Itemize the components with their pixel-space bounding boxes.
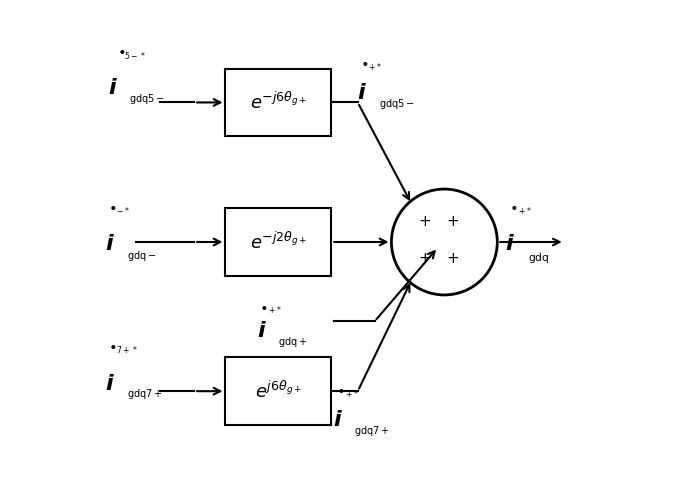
Text: $+$: $+$ xyxy=(418,214,431,229)
Text: $\boldsymbol{i}$: $\boldsymbol{i}$ xyxy=(504,234,515,255)
Text: $\boldsymbol{i}$: $\boldsymbol{i}$ xyxy=(257,321,267,341)
Text: $^{7+*}$: $^{7+*}$ xyxy=(116,346,138,356)
Text: $^{+*}$: $^{+*}$ xyxy=(345,390,359,400)
Text: $\bullet$: $\bullet$ xyxy=(108,338,116,352)
Text: $\bullet$: $\bullet$ xyxy=(259,299,267,313)
Text: $e^{j6\theta_{g+}}$: $e^{j6\theta_{g+}}$ xyxy=(255,380,302,402)
Text: $_{\mathrm{gdq7+}}$: $_{\mathrm{gdq7+}}$ xyxy=(127,388,162,402)
Text: $^{+*}$: $^{+*}$ xyxy=(518,207,531,217)
Text: $\boldsymbol{i}$: $\boldsymbol{i}$ xyxy=(105,234,115,255)
FancyBboxPatch shape xyxy=(225,358,331,425)
Text: $^{+*}$: $^{+*}$ xyxy=(368,62,382,72)
Text: $+$: $+$ xyxy=(418,252,431,266)
Text: $\bullet$: $\bullet$ xyxy=(336,382,345,396)
Text: $\bullet$: $\bullet$ xyxy=(360,55,368,69)
Text: $\bullet$: $\bullet$ xyxy=(117,43,125,57)
Text: $_{\mathrm{gdq}}$: $_{\mathrm{gdq}}$ xyxy=(527,251,549,266)
Text: $\boldsymbol{i}$: $\boldsymbol{i}$ xyxy=(332,410,343,430)
Text: $\boldsymbol{i}$: $\boldsymbol{i}$ xyxy=(108,78,117,98)
Text: $+$: $+$ xyxy=(445,214,459,229)
Text: $e^{-j6\theta_{g+}}$: $e^{-j6\theta_{g+}}$ xyxy=(250,92,307,113)
Text: $^{-*}$: $^{-*}$ xyxy=(116,207,130,217)
Text: $_{\mathrm{gdq-}}$: $_{\mathrm{gdq-}}$ xyxy=(127,249,156,263)
FancyBboxPatch shape xyxy=(225,69,331,136)
Text: $\boldsymbol{i}$: $\boldsymbol{i}$ xyxy=(105,374,115,394)
Text: $_{\mathrm{gdq+}}$: $_{\mathrm{gdq+}}$ xyxy=(278,336,308,350)
Text: $e^{-j2\theta_{g+}}$: $e^{-j2\theta_{g+}}$ xyxy=(250,231,307,253)
Text: $\bullet$: $\bullet$ xyxy=(509,199,518,213)
Text: $\boldsymbol{i}$: $\boldsymbol{i}$ xyxy=(357,83,367,103)
Text: $^{5-*}$: $^{5-*}$ xyxy=(125,52,146,62)
Text: $_{\mathrm{gdq5-}}$: $_{\mathrm{gdq5-}}$ xyxy=(129,93,165,107)
Text: $^{+*}$: $^{+*}$ xyxy=(268,306,282,317)
FancyBboxPatch shape xyxy=(225,208,331,276)
Text: $\bullet$: $\bullet$ xyxy=(108,199,116,213)
Text: $_{\mathrm{gdq7+}}$: $_{\mathrm{gdq7+}}$ xyxy=(354,425,390,439)
Text: $+$: $+$ xyxy=(445,252,459,266)
Text: $_{\mathrm{gdq5-}}$: $_{\mathrm{gdq5-}}$ xyxy=(379,98,415,112)
